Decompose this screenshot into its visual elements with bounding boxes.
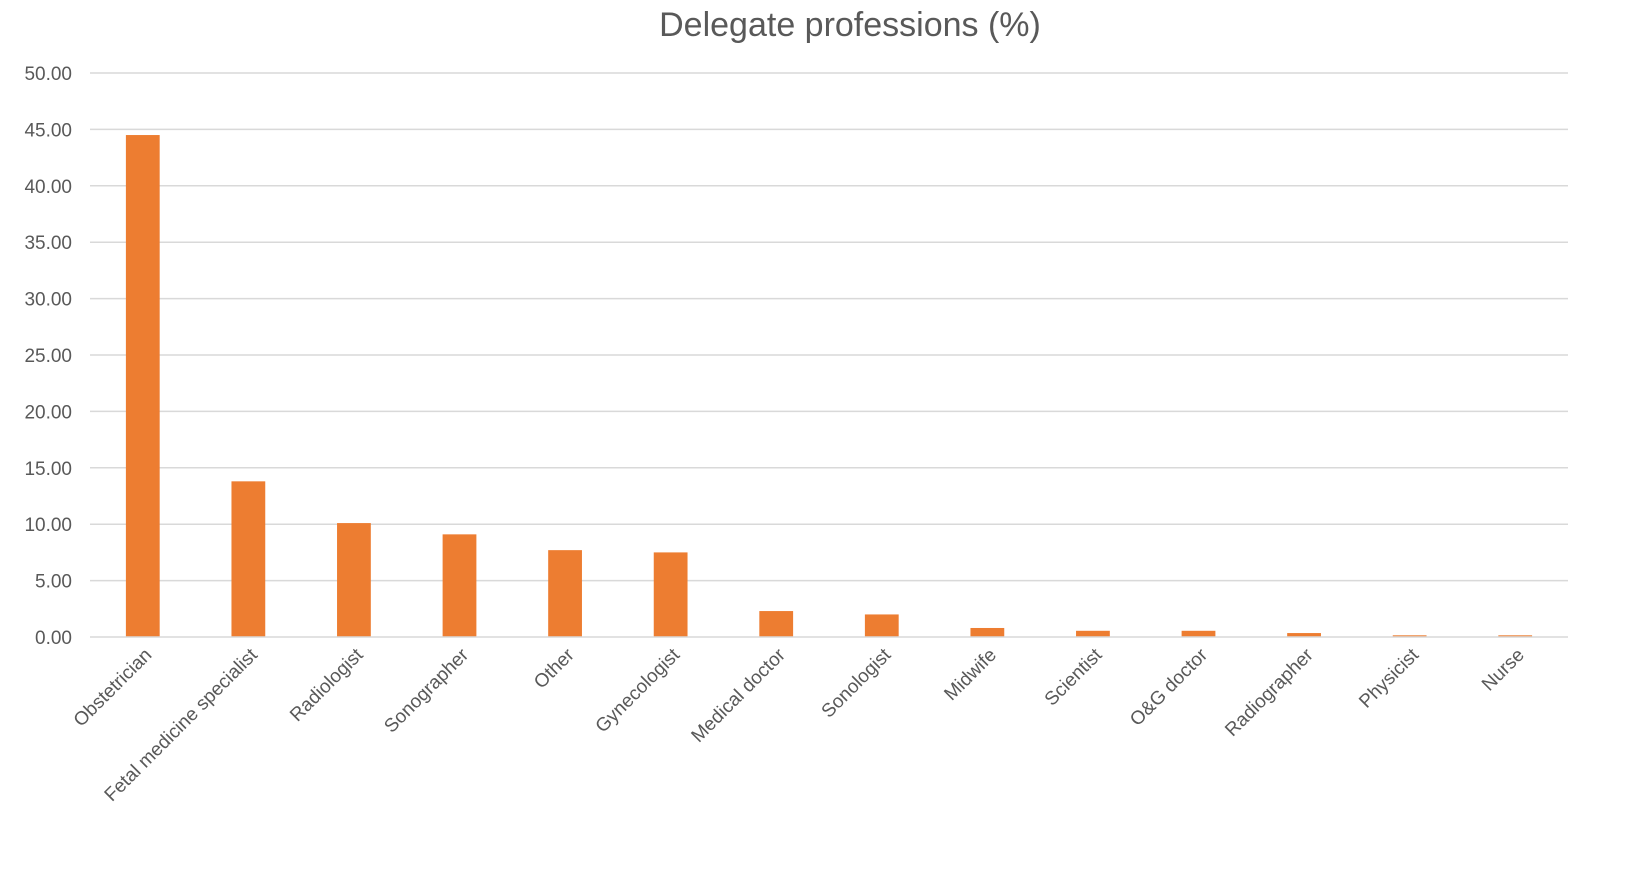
x-category-label: Sonologist [818, 644, 896, 722]
bar [759, 611, 794, 637]
bar [653, 552, 688, 637]
y-tick-label: 30.00 [24, 290, 72, 311]
x-category-label: Radiologist [286, 644, 368, 726]
gridlines [90, 72, 1568, 582]
x-category-label: Scientist [1041, 644, 1107, 710]
bar [548, 550, 582, 637]
y-tick-label: 40.00 [24, 177, 72, 198]
bar [442, 534, 477, 637]
chart-title: Delegate professions (%) [659, 6, 1041, 44]
y-tick-label: 20.00 [24, 402, 72, 423]
y-tick-label: 15.00 [24, 459, 72, 480]
y-tick-label: 25.00 [24, 346, 72, 367]
bars [125, 135, 1533, 638]
x-category-label: Medical doctor [688, 644, 791, 747]
x-category-label: Obstetrician [70, 645, 157, 732]
y-tick-label: 45.00 [24, 120, 72, 141]
y-axis-tick-labels: 0.00 5.00 10.00 15.00 20.00 25.00 30.00 35.00 40… [24, 64, 72, 649]
x-category-label: Midwife [941, 645, 1001, 705]
x-category-label: Nurse [1478, 645, 1529, 696]
x-category-label: Sonographer [380, 644, 473, 737]
y-tick-label: 5.00 [35, 572, 72, 593]
bar [231, 481, 266, 637]
y-tick-label: 50.00 [24, 64, 72, 85]
x-category-label: O&G doctor [1126, 644, 1212, 730]
y-tick-label: 35.00 [24, 233, 72, 254]
y-tick-label: 10.00 [24, 515, 72, 536]
bar [1498, 635, 1533, 637]
bar [1392, 635, 1427, 637]
bar [1181, 630, 1216, 637]
bar [1287, 633, 1321, 637]
bar [125, 135, 160, 638]
bar [864, 614, 899, 637]
x-category-label: Radiographer [1221, 644, 1318, 741]
x-category-label: Gynecologist [592, 644, 685, 737]
x-category-label: Other [530, 644, 579, 693]
bar [1076, 630, 1110, 637]
x-category-label: Physicist [1355, 644, 1423, 712]
y-tick-label: 0.00 [35, 628, 72, 649]
bar [337, 523, 371, 637]
bar [970, 627, 1005, 637]
